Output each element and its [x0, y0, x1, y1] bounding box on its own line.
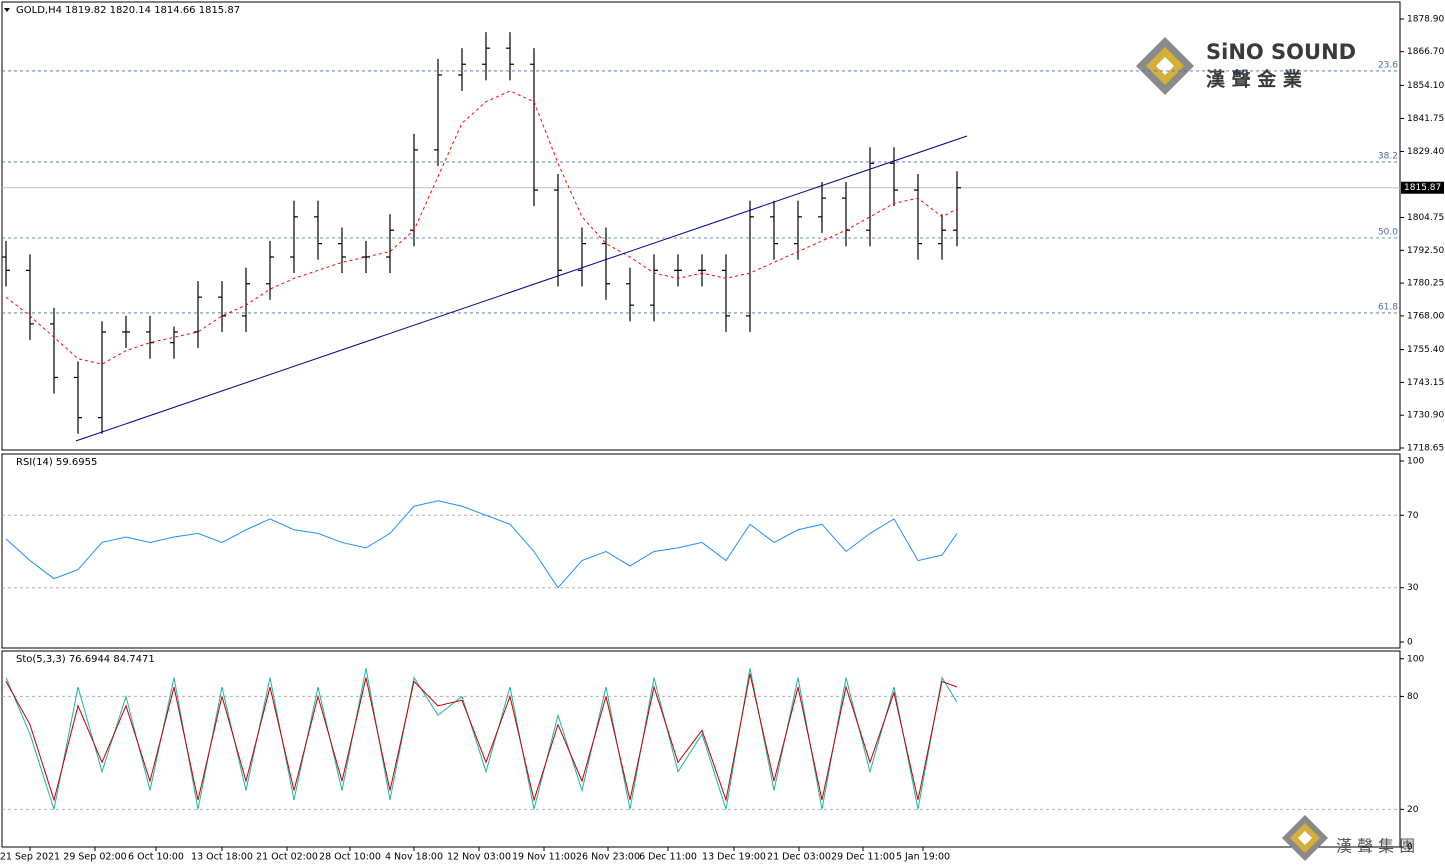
- y-tick-label: 1878.90: [1407, 15, 1444, 25]
- logo-diamond-core: [1156, 57, 1174, 75]
- x-tick-label: 4 Nov 18:00: [385, 852, 443, 863]
- x-tick-label: 6 Oct 10:00: [128, 852, 184, 863]
- y-tick-label: 1755.40: [1407, 345, 1444, 355]
- panel-title: RSI(14) 59.6955: [16, 457, 97, 468]
- x-tick-label: 29 Dec 11:00: [831, 852, 895, 863]
- x-tick-label: 6 Dec 11:00: [639, 852, 697, 863]
- rsi-panel: [1, 453, 1401, 649]
- y-tick-label: 0: [1407, 843, 1413, 853]
- trendline: [75, 135, 968, 442]
- x-tick-label: 19 Nov 11:00: [512, 852, 576, 863]
- y-tick-label: 20: [1407, 805, 1419, 815]
- series-line: [5, 90, 958, 365]
- x-tick-label: 21 Oct 02:00: [256, 852, 318, 863]
- last-price-box: [1401, 181, 1444, 194]
- y-tick-label: 1768.00: [1407, 311, 1444, 321]
- panel-title: GOLD,H4 1819.82 1820.14 1814.66 1815.87: [16, 5, 240, 16]
- y-tick-label: 1730.90: [1407, 411, 1444, 421]
- series-line: [5, 668, 958, 810]
- fib-label: 38.2: [1378, 151, 1398, 161]
- y-tick-label: 30: [1407, 583, 1419, 593]
- fib-label: 61.8: [1378, 302, 1398, 312]
- y-tick-label: 1743.15: [1407, 378, 1444, 388]
- x-tick-label: 13 Oct 18:00: [191, 852, 253, 863]
- y-tick-label: 100: [1407, 456, 1424, 466]
- x-tick-label: 29 Sep 02:00: [63, 852, 126, 863]
- y-tick-label: 1854.10: [1407, 81, 1444, 91]
- last-price-label: 1815.87: [1404, 183, 1441, 193]
- y-tick-label: 100: [1407, 654, 1424, 664]
- y-tick-label: 1780.25: [1407, 279, 1444, 289]
- main-panel: [1, 1, 1401, 451]
- y-tick-label: 80: [1407, 692, 1419, 702]
- panel-title: Sto(5,3,3) 76.6944 84.7471: [16, 654, 155, 665]
- logo-footer: 漢 聲 集 團: [1336, 837, 1415, 856]
- logo-name: SiNO SOUND: [1206, 40, 1356, 64]
- x-tick-label: 13 Dec 19:00: [702, 852, 766, 863]
- fib-label: 50.0: [1378, 227, 1398, 237]
- y-tick-label: 0: [1407, 638, 1413, 648]
- logo-subtitle: 漢 聲 金 業: [1206, 68, 1303, 91]
- fib-label: 23.6: [1378, 60, 1398, 70]
- y-tick-label: 1804.75: [1407, 213, 1444, 223]
- footer-diamond-core: [1298, 831, 1312, 845]
- stochastic-panel: [1, 650, 1401, 848]
- x-tick-label: 12 Nov 03:00: [447, 852, 511, 863]
- x-tick-label: 21 Sep 2021: [0, 852, 60, 863]
- y-tick-label: 1718.65: [1407, 443, 1444, 453]
- series-line: [5, 500, 958, 589]
- logo: SiNO SOUND 漢 聲 金 業 漢 聲 集 團: [1136, 37, 1415, 861]
- x-tick-label: 5 Jan 19:00: [896, 852, 950, 863]
- menu-arrow[interactable]: [4, 8, 10, 12]
- y-tick-label: 1866.70: [1407, 47, 1444, 57]
- x-tick-label: 21 Dec 03:00: [767, 852, 831, 863]
- y-tick-label: 70: [1407, 511, 1419, 521]
- x-tick-label: 28 Oct 10:00: [319, 852, 381, 863]
- x-tick-label: 26 Nov 23:00: [576, 852, 640, 863]
- series-line: [5, 673, 958, 802]
- y-tick-label: 1792.50: [1407, 246, 1444, 256]
- y-tick-label: 1841.75: [1407, 114, 1444, 124]
- y-tick-label: 1829.40: [1407, 147, 1444, 157]
